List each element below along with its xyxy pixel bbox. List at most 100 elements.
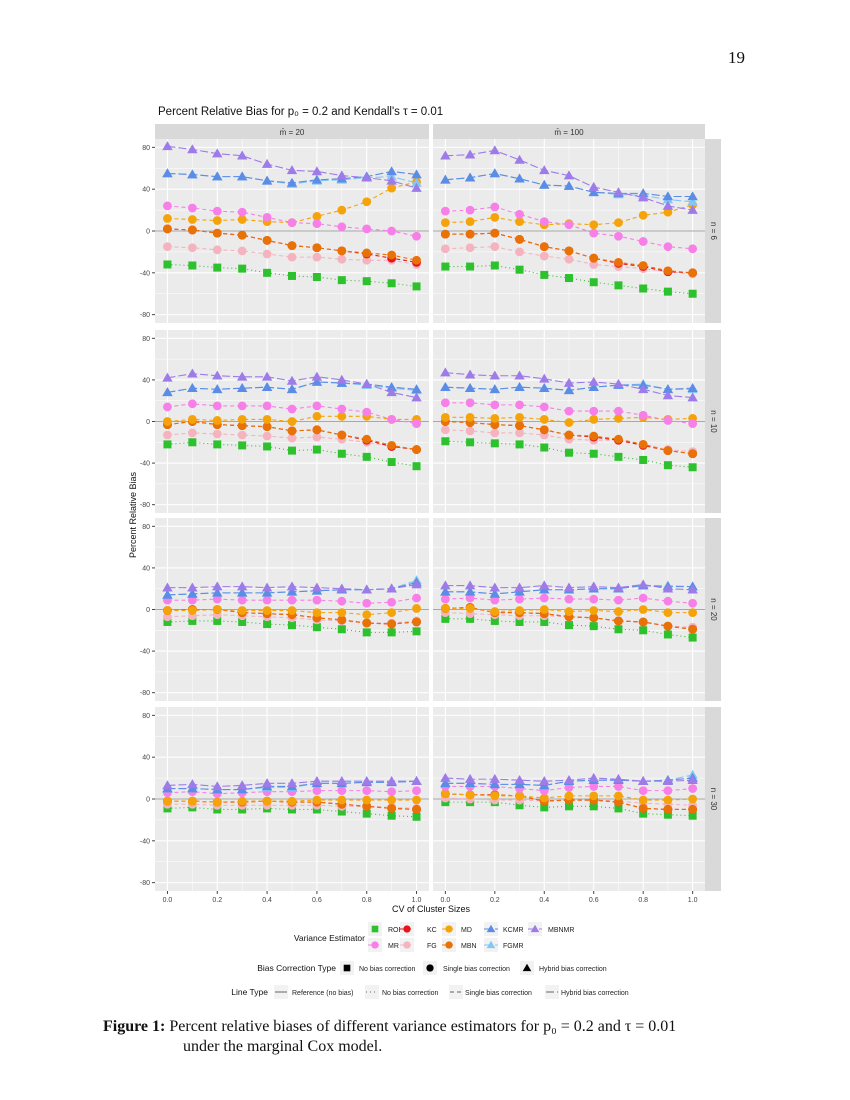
y-tick-label: 40 (142, 377, 150, 384)
data-point-mbn (564, 430, 574, 440)
data-point-kcmr (236, 171, 248, 181)
data-point-mbn (539, 242, 549, 252)
y-tick-label: 80 (142, 713, 150, 720)
data-point-mr (362, 224, 372, 234)
data-point-mbnmr (162, 372, 173, 382)
data-point-fg (163, 242, 172, 252)
data-point-md (287, 417, 297, 426)
data-point-rob (540, 617, 549, 626)
data-point-mbn (312, 425, 322, 435)
data-point-kcmr (440, 778, 451, 788)
data-point-md (614, 218, 623, 228)
legend-label-md: MD (461, 927, 472, 934)
data-point-mbnmr (236, 581, 248, 591)
data-point-md (187, 796, 197, 806)
data-point-mr (589, 594, 599, 604)
data-point-kcmr (687, 191, 698, 201)
data-point-rob (412, 282, 421, 291)
data-point-mbn (663, 446, 673, 456)
x-tick-label: 0.0 (163, 897, 173, 904)
data-point-rob (540, 443, 549, 452)
data-point-mr (638, 593, 648, 603)
data-point-mbn (663, 805, 673, 814)
data-point-mr (490, 400, 500, 410)
data-point-mbn (287, 241, 297, 251)
data-point-mbnmr (588, 376, 599, 386)
data-point-md (387, 183, 397, 193)
data-point-md (237, 415, 247, 424)
data-point-mbnmr (311, 166, 323, 176)
data-point-mbn (387, 804, 397, 813)
data-point-rob (163, 260, 172, 269)
series-line-rob (167, 263, 417, 287)
data-point-mbn (237, 421, 247, 431)
data-point-mbnmr (539, 580, 550, 590)
data-point-kcmr (386, 381, 397, 391)
row-strip (705, 707, 721, 891)
data-point-mr (212, 206, 222, 216)
data-point-kcmr (464, 383, 476, 393)
data-point-kcmr (162, 168, 173, 178)
data-point-md (212, 797, 222, 807)
data-point-mr (212, 594, 222, 604)
data-point-kcmr (261, 381, 273, 391)
data-point-kcmr (187, 588, 198, 598)
data-point-rob (441, 614, 450, 623)
data-point-mr (187, 399, 197, 409)
data-point-rob (663, 810, 672, 819)
data-point-mbn (539, 425, 549, 435)
chart-title: Percent Relative Bias for p₀ = 0.2 and K… (158, 106, 444, 118)
data-point-mr (564, 783, 574, 792)
data-point-kcmr (588, 381, 599, 391)
data-point-mr (187, 203, 197, 213)
data-point-kcmr (311, 376, 323, 386)
data-point-rob (515, 265, 524, 274)
data-point-mbn (564, 246, 574, 256)
data-point-mbn (614, 616, 623, 626)
data-point-rob (565, 448, 573, 457)
y-tick-label: 0 (146, 797, 150, 804)
data-point-md (564, 607, 574, 616)
data-point-mbnmr (539, 373, 550, 383)
data-point-fg (440, 244, 450, 254)
data-point-mbnmr (464, 580, 476, 590)
data-point-mbnmr (236, 150, 248, 160)
data-point-rob (614, 804, 623, 813)
data-point-mr (412, 419, 421, 428)
data-point-fg (490, 428, 500, 438)
data-point-md (465, 790, 475, 800)
data-point-mr (440, 398, 450, 408)
x-tick-label: 0.4 (539, 897, 549, 904)
data-point-md (212, 605, 222, 614)
data-point-mbn (663, 266, 673, 276)
data-point-mr (387, 597, 397, 607)
data-point-mbnmr (187, 144, 198, 154)
data-point-md (163, 796, 172, 806)
y-tick-label: 40 (142, 187, 150, 194)
data-point-rob (688, 463, 697, 472)
data-point-fg (539, 251, 549, 261)
data-point-mbnmr (212, 581, 223, 591)
data-point-rob (466, 262, 475, 271)
data-point-mbn (614, 434, 623, 444)
data-point-kcmr (311, 174, 323, 184)
data-point-md (187, 215, 197, 224)
data-point-fg (237, 430, 247, 440)
facet-panel (433, 518, 705, 701)
data-point-fg (212, 245, 222, 255)
facet-panel (433, 139, 705, 323)
data-point-rob (490, 616, 499, 625)
data-point-md (187, 415, 197, 424)
legend-key-rob (371, 925, 379, 933)
legend-title-linetype: Line Type (231, 987, 268, 997)
data-point-mr (663, 596, 673, 606)
data-point-mbn (337, 430, 347, 440)
data-point-mbn (212, 228, 222, 238)
data-point-kcmr (212, 171, 223, 181)
data-point-rob (639, 284, 648, 293)
data-point-md (312, 608, 322, 618)
data-point-md (663, 207, 673, 217)
y-tick-label: 80 (142, 524, 150, 531)
row-strip-label: n = 10 (709, 410, 718, 433)
legend-label-bias: Hybrid bias correction (539, 966, 607, 973)
